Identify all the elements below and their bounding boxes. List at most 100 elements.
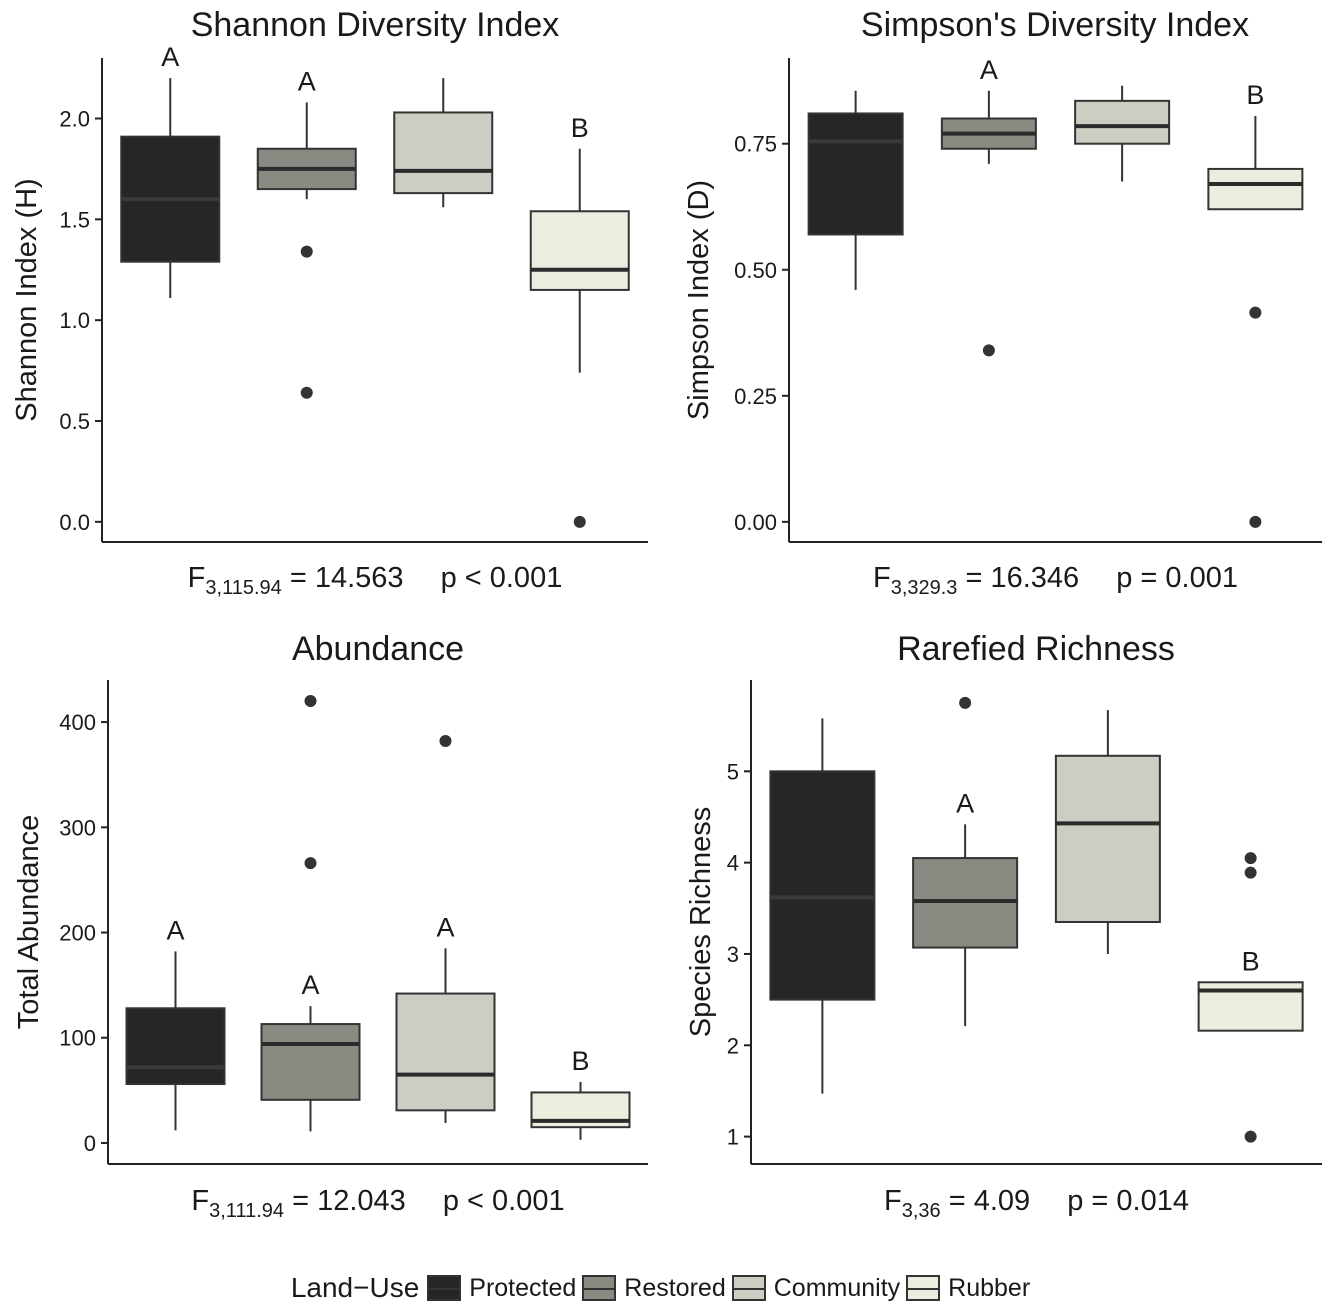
y-tick-label: 2 xyxy=(727,1033,739,1058)
y-tick-label: 400 xyxy=(59,710,96,735)
box-protected: A xyxy=(120,42,221,298)
legend-key-rubber xyxy=(906,1275,941,1301)
box-community xyxy=(1074,85,1171,182)
outlier-point xyxy=(304,857,317,870)
y-tick-label: 300 xyxy=(59,815,96,840)
legend-key-community xyxy=(731,1275,766,1301)
y-axis-label: Simpson Index (D) xyxy=(683,180,715,420)
box-iqr xyxy=(529,210,630,291)
y-tick-label: 0.5 xyxy=(59,409,90,434)
significance-letter: A xyxy=(301,970,319,1000)
legend-item-community: Community xyxy=(731,1273,901,1303)
box-iqr xyxy=(260,1023,361,1101)
significance-letter: A xyxy=(436,912,454,942)
legend-label-protected: Protected xyxy=(469,1273,577,1302)
outlier-point xyxy=(1244,852,1257,865)
outlier-point xyxy=(573,515,586,528)
panel-3: Abundance Total Abundance 0 100 200 300 400 A A A… xyxy=(13,630,648,1222)
y-tick-label: 5 xyxy=(727,759,739,784)
box-iqr xyxy=(807,112,904,236)
significance-letter: B xyxy=(1242,946,1260,976)
panel-1: Shannon Diversity Index Shannon Index (H)… xyxy=(11,6,648,599)
box-iqr xyxy=(393,111,494,195)
panel-2: Simpson's Diversity Index Simpson Index (… xyxy=(683,6,1322,599)
box-protected: A xyxy=(125,915,226,1131)
legend-item-protected: Protected xyxy=(427,1274,576,1303)
box-restored: A xyxy=(912,696,1019,1027)
outlier-point xyxy=(1249,306,1262,319)
outlier-point xyxy=(300,386,313,399)
test-statistic: F3,36 = 4.09 p = 0.014 xyxy=(884,1185,1189,1222)
box-iqr xyxy=(395,992,496,1112)
box-rubber: B xyxy=(530,1046,631,1140)
box-rubber: B xyxy=(1207,80,1304,528)
y-axis-label: Total Abundance xyxy=(13,815,45,1029)
significance-letter: A xyxy=(166,915,184,945)
box-community xyxy=(1054,710,1161,954)
significance-letter: B xyxy=(1246,80,1264,110)
significance-letter: A xyxy=(161,42,179,72)
y-tick-label: 1 xyxy=(727,1125,739,1150)
y-tick-label: 1.5 xyxy=(59,207,90,232)
box-restored: A xyxy=(260,695,361,1132)
box-protected xyxy=(807,90,904,290)
outlier-point xyxy=(959,696,972,709)
box-iqr xyxy=(1074,99,1171,145)
legend: Land−Use Protected Restored Community Ru… xyxy=(0,1268,1327,1308)
y-tick-label: 2.0 xyxy=(59,107,90,132)
legend-label-restored: Restored xyxy=(624,1273,726,1302)
significance-letter: B xyxy=(571,1046,589,1076)
box-iqr xyxy=(1207,167,1304,211)
box-iqr xyxy=(769,770,876,1001)
outlier-point xyxy=(982,344,995,357)
y-tick-label: 4 xyxy=(727,851,739,876)
y-tick-label: 0 xyxy=(84,1131,96,1156)
outlier-point xyxy=(304,695,317,708)
test-statistic: F3,329.3 = 16.346 p = 0.001 xyxy=(873,562,1238,599)
box-rubber: B xyxy=(1197,852,1304,1143)
y-tick-label: 0.00 xyxy=(734,510,777,535)
panel-title: Abundance xyxy=(292,630,464,668)
significance-letter: A xyxy=(980,55,998,85)
outlier-point xyxy=(1249,515,1262,528)
test-statistic: F3,111.94 = 12.043 p < 0.001 xyxy=(191,1185,564,1222)
significance-letter: B xyxy=(571,113,589,143)
legend-title: Land−Use xyxy=(290,1272,420,1303)
box-community: A xyxy=(395,735,496,1123)
box-restored: A xyxy=(256,66,357,399)
outlier-point xyxy=(439,735,452,748)
y-tick-label: 1.0 xyxy=(59,308,90,333)
box-restored: A xyxy=(940,55,1037,357)
y-tick-label: 0.25 xyxy=(734,384,777,409)
box-iqr xyxy=(1054,754,1161,923)
test-statistic: F3,115.94 = 14.563 p < 0.001 xyxy=(188,562,563,599)
significance-letter: A xyxy=(956,788,974,818)
significance-letter: A xyxy=(298,66,316,96)
panel-title: Simpson's Diversity Index xyxy=(861,6,1249,44)
box-rubber: B xyxy=(529,113,630,528)
legend-label-rubber: Rubber xyxy=(948,1273,1031,1302)
box-protected xyxy=(769,718,876,1094)
outlier-point xyxy=(1244,866,1257,879)
legend-key-restored xyxy=(582,1275,617,1301)
y-axis-label: Species Richness xyxy=(685,807,717,1038)
y-tick-label: 200 xyxy=(59,921,96,946)
panel-title: Shannon Diversity Index xyxy=(191,6,560,44)
y-tick-label: 0.50 xyxy=(734,258,777,283)
outlier-point xyxy=(300,245,313,258)
legend-key-protected xyxy=(427,1275,462,1301)
panel-title: Rarefied Richness xyxy=(897,630,1175,668)
y-tick-label: 0.0 xyxy=(59,510,90,535)
legend-item-rubber: Rubber xyxy=(906,1274,1030,1303)
y-tick-label: 100 xyxy=(59,1026,96,1051)
y-tick-label: 3 xyxy=(727,942,739,967)
y-tick-label: 0.75 xyxy=(734,132,777,157)
outlier-point xyxy=(1244,1130,1257,1143)
legend-label-community: Community xyxy=(773,1273,901,1302)
legend-item-restored: Restored xyxy=(582,1273,726,1303)
box-iqr xyxy=(125,1007,226,1086)
panel-4: Rarefied Richness Species Richness 1 2 3 4 5 A B… xyxy=(685,630,1322,1222)
box-community xyxy=(393,78,494,208)
y-axis-label: Shannon Index (H) xyxy=(11,178,43,421)
